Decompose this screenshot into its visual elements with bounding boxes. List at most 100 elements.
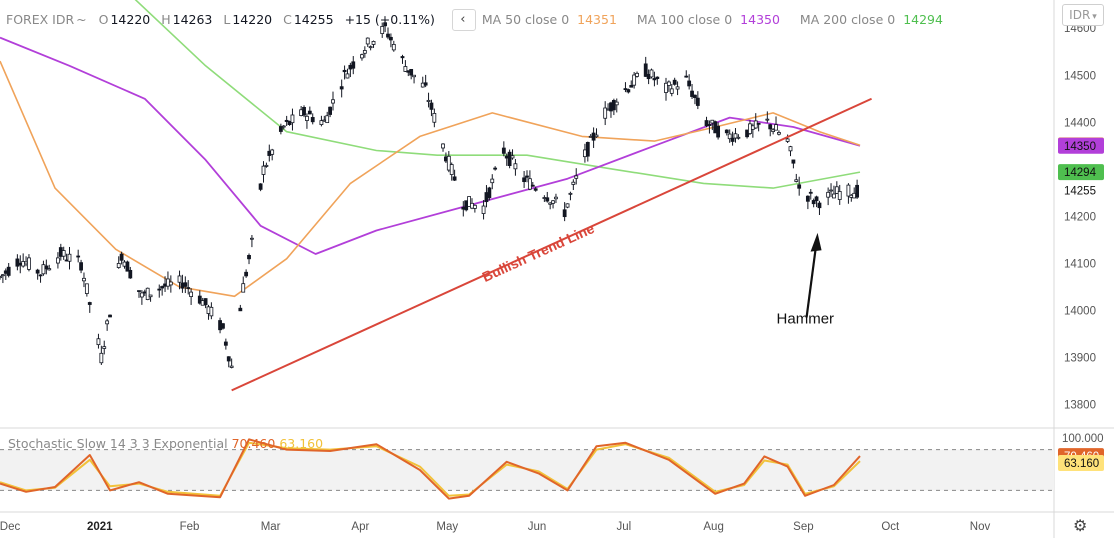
- candle-body: [386, 33, 390, 38]
- time-tick-label: Apr: [351, 521, 369, 533]
- candle-body: [244, 271, 249, 277]
- candle-body: [365, 37, 370, 45]
- candle-body: [238, 307, 243, 312]
- candle-body: [412, 74, 416, 78]
- candle-body: [510, 155, 515, 159]
- candle-body: [811, 200, 816, 205]
- symbol-label[interactable]: FOREX IDR: [6, 11, 75, 27]
- candle-body: [533, 188, 538, 191]
- candle-body: [777, 132, 781, 135]
- candle-body: [623, 88, 628, 90]
- candle-body: [82, 277, 86, 282]
- candle-body: [145, 287, 150, 300]
- candle-body: [545, 197, 550, 202]
- candle-body: [817, 202, 822, 209]
- price-tag: [1058, 137, 1104, 154]
- candle-body: [635, 72, 639, 77]
- collapse-legend-button[interactable]: ‹: [451, 9, 476, 31]
- bullish-trend-line[interactable]: [231, 97, 872, 392]
- stoch-axis-label: 100.000: [1062, 433, 1104, 445]
- stochastic-label[interactable]: Stochastic Slow 14 3 3 Exponential: [8, 436, 228, 451]
- candle-body: [168, 281, 173, 286]
- candle-body: [27, 257, 31, 270]
- candle-body: [794, 179, 799, 182]
- candle-body: [368, 46, 373, 49]
- candle-body: [687, 80, 692, 87]
- candle-body: [223, 341, 228, 346]
- candle-body: [626, 89, 631, 93]
- time-tick-label: Feb: [180, 521, 200, 533]
- candle-body: [736, 136, 741, 139]
- stoch-d-tag-label: 63.160: [1064, 458, 1099, 470]
- currency-selector[interactable]: IDR ▾: [1062, 4, 1104, 26]
- candle-body: [669, 88, 674, 94]
- time-tick-label: Aug: [703, 521, 723, 533]
- candle-body: [56, 257, 60, 264]
- time-tick-label: Sep: [793, 521, 813, 533]
- time-tick-label: Jul: [617, 521, 632, 533]
- price-tick-label: 13800: [1064, 399, 1096, 411]
- candle-body: [258, 183, 263, 190]
- candle-body: [157, 288, 162, 291]
- candle-body: [652, 78, 657, 81]
- candle-body: [6, 266, 11, 276]
- candle-body: [119, 253, 124, 261]
- candle-body: [481, 205, 486, 214]
- currency-label: IDR: [1069, 8, 1091, 22]
- candle-body: [730, 137, 735, 142]
- trendline-label: Bullish Trend Line: [480, 220, 597, 285]
- candle-body: [87, 302, 92, 305]
- candle-body: [203, 298, 208, 306]
- candle-body: [449, 164, 454, 175]
- candle-body: [846, 184, 851, 197]
- candle-body: [571, 181, 576, 185]
- hammer-label: Hammer: [777, 310, 835, 327]
- candle-body: [554, 196, 558, 200]
- candle-body: [452, 176, 457, 181]
- candle-body: [432, 113, 437, 123]
- candle-body: [724, 129, 729, 134]
- candle-body: [568, 192, 573, 195]
- candle-body: [307, 110, 312, 115]
- candle-body: [342, 69, 347, 73]
- ma50-label[interactable]: MA 50 close 0: [481, 11, 570, 27]
- candle-body: [116, 263, 121, 268]
- candle-body: [655, 76, 660, 79]
- candle-body: [0, 276, 2, 279]
- gear-icon[interactable]: ⚙: [1073, 518, 1088, 535]
- candle-body: [389, 36, 393, 41]
- candle-body: [814, 196, 819, 202]
- candle-body: [284, 119, 289, 122]
- candle-body: [501, 147, 506, 154]
- candle-body: [727, 133, 732, 140]
- candle-body: [716, 125, 721, 138]
- candle-body: [345, 73, 350, 79]
- candle-body: [837, 191, 842, 200]
- candle-body: [177, 275, 182, 283]
- candle-body: [189, 291, 194, 297]
- ma100-label[interactable]: MA 100 close 0: [636, 11, 733, 27]
- candle-body: [672, 79, 677, 85]
- time-tick-label: 2021: [87, 521, 113, 533]
- ma200-value: 14294: [903, 11, 943, 27]
- candle-body: [643, 63, 648, 77]
- candle-body: [788, 146, 793, 152]
- candle-body: [493, 167, 498, 170]
- time-tick-label: May: [436, 521, 458, 533]
- ma200-label[interactable]: MA 200 close 0: [799, 11, 896, 27]
- ma100-line: [0, 36, 861, 255]
- candle-body: [808, 191, 813, 194]
- candle-body: [629, 85, 634, 88]
- change-value: +15 (+0.11%): [344, 11, 435, 27]
- candle-body: [391, 43, 396, 51]
- high-value: 14263: [172, 11, 213, 27]
- candle-body: [409, 68, 414, 76]
- candle-body: [522, 177, 527, 183]
- candle-body: [76, 255, 81, 258]
- candle-body: [183, 282, 188, 287]
- price-tick-label: 14200: [1064, 211, 1096, 223]
- candle-body: [247, 255, 251, 260]
- candle-body: [351, 61, 356, 69]
- candle-body: [108, 314, 112, 318]
